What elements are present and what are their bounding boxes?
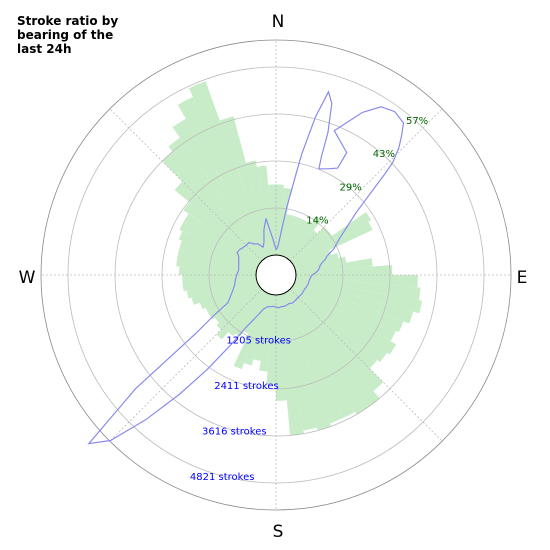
ratio-bar <box>277 294 304 436</box>
direction-label-n: N <box>272 12 285 32</box>
ratio-bar <box>295 264 338 274</box>
ratio-bar <box>211 285 260 318</box>
polar-labels: N E S W 14% 29% 43% 57% 1205 strokes 2411 strokes… <box>19 12 528 542</box>
ratio-bar <box>172 118 266 259</box>
ratio-bar <box>178 231 258 269</box>
ratio-bar <box>281 293 332 431</box>
ratio-bar <box>294 250 331 269</box>
ratio-bar <box>208 283 259 313</box>
ratio-label: 43% <box>373 149 395 160</box>
ratio-bar <box>282 293 343 424</box>
stroke-count-label: 3616 strokes <box>202 427 267 438</box>
ratio-bar <box>292 239 330 265</box>
chart-title-line-3: last 24h <box>17 42 72 56</box>
grid-ring <box>208 207 344 343</box>
ratio-label: 29% <box>339 182 361 193</box>
chart-title-line-1: Stroke ratio by <box>17 14 119 28</box>
stroke-line <box>87 90 405 445</box>
ratio-bar <box>179 240 258 270</box>
ratio-label: 14% <box>306 216 328 227</box>
ratio-bar <box>268 184 276 256</box>
ratio-bar <box>235 291 266 337</box>
polar-frame <box>40 39 512 511</box>
direction-label-w: W <box>19 268 36 288</box>
ratio-bar <box>291 286 361 342</box>
ratio-bar <box>293 245 330 267</box>
ratio-bar <box>225 289 264 330</box>
ratio-bar <box>244 293 270 346</box>
ratio-bar <box>288 289 384 392</box>
ratio-bar <box>188 81 270 257</box>
stroke-series <box>87 90 405 445</box>
ratio-bar <box>177 96 268 258</box>
ratio-bar <box>220 286 261 319</box>
ratio-bar <box>290 235 319 263</box>
center-circle <box>255 254 297 296</box>
ratio-bar <box>286 224 310 259</box>
ratio-bar <box>182 275 257 284</box>
ratio-bar <box>295 276 344 287</box>
ratio-bar <box>294 281 353 310</box>
ratio-bars <box>162 81 423 436</box>
grid-spoke <box>289 108 443 262</box>
ratio-bar <box>177 249 257 272</box>
direction-label-s: S <box>273 522 284 542</box>
ratio-bar <box>259 294 275 372</box>
stroke-count-label: 2411 strokes <box>214 381 279 392</box>
ratio-bar <box>256 165 275 256</box>
ratio-bar <box>191 280 258 305</box>
ratio-bar <box>174 181 262 263</box>
ratio-bar <box>228 290 265 337</box>
ratio-bar <box>287 229 312 260</box>
ratio-bar <box>219 116 271 257</box>
ratio-bar <box>245 160 273 256</box>
polar-grid <box>40 39 512 511</box>
ratio-bar <box>292 285 355 327</box>
ratio-label: 57% <box>406 116 428 127</box>
ratio-bar <box>295 278 347 294</box>
ratio-bar <box>284 219 307 258</box>
stroke-count-label: 1205 strokes <box>226 336 291 347</box>
ratio-bar <box>266 294 276 385</box>
ratio-bar <box>162 151 264 261</box>
ratio-bar <box>279 220 291 256</box>
ratio-bar <box>287 290 378 405</box>
ratio-bar <box>288 230 318 261</box>
ratio-bar <box>293 283 353 318</box>
ratio-bar <box>282 232 296 257</box>
ratio-bar <box>291 237 324 264</box>
ratio-bar <box>199 281 258 310</box>
ratio-bar <box>178 266 257 275</box>
ratio-bar <box>286 291 369 415</box>
ratio-bar <box>216 287 262 330</box>
ratio-bar <box>294 252 339 270</box>
direction-label-e: E <box>517 268 528 288</box>
center-hole <box>255 254 297 296</box>
chart-title-line-2: bearing of the <box>17 28 114 42</box>
ratio-bar <box>295 275 345 281</box>
ratio-bar <box>276 294 287 401</box>
ratio-bar <box>168 137 265 260</box>
ratio-bar <box>295 258 340 272</box>
ratio-bar <box>183 213 260 265</box>
stroke-count-label: 4821 strokes <box>190 472 255 483</box>
ratio-bar <box>290 287 375 367</box>
ratio-bar <box>176 257 257 274</box>
ratio-bar <box>255 294 273 355</box>
ratio-bar <box>276 184 284 256</box>
ratio-bar <box>281 230 292 257</box>
ratio-bar <box>279 294 317 431</box>
ratio-bar <box>284 292 355 419</box>
ratio-bar <box>186 278 257 299</box>
ratio-bar <box>182 276 257 292</box>
